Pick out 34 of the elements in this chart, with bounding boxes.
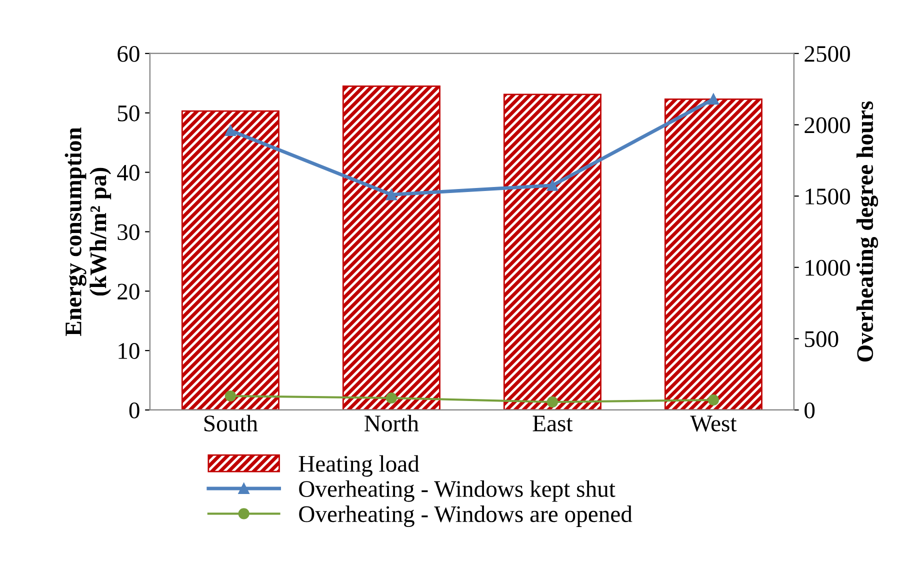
- point: [386, 392, 398, 404]
- y2-tick-label: 1500: [806, 188, 850, 204]
- bar: [342, 85, 440, 410]
- y-tick-label: 50: [118, 105, 140, 122]
- point: [546, 180, 558, 191]
- y-axis-title: Energy consumption (kWh/m² pa): [64, 127, 112, 336]
- bar: [181, 110, 280, 410]
- point: [546, 396, 558, 408]
- x-tick-label: East: [532, 416, 573, 432]
- y-tick-label: 20: [118, 284, 140, 300]
- legend-label: Overheating - Windows are opened: [299, 506, 632, 528]
- x-tick-label: North: [364, 414, 419, 432]
- x-tick-label: West: [690, 416, 737, 432]
- y-tick-label: 0: [129, 402, 140, 418]
- point: [224, 390, 236, 402]
- x-tick-label: South: [204, 414, 258, 432]
- y-tick-label: 40: [117, 164, 140, 181]
- legend-label: Heating load: [298, 455, 420, 477]
- point: [224, 124, 236, 136]
- legend-label: Overheating - Windows kept shut: [299, 480, 616, 502]
- point: [386, 189, 398, 200]
- bar: [503, 94, 602, 410]
- y-tick-label: 30: [118, 224, 140, 240]
- y2-tick-label: 2000: [804, 117, 850, 134]
- point: [708, 394, 720, 406]
- y2-tick-label: 1000: [806, 260, 850, 276]
- point: [708, 94, 720, 105]
- y2-axis-title: Overheating degree hours: [856, 101, 878, 362]
- y2-tick-label: 0: [804, 402, 815, 418]
- y2-tick-label: 500: [805, 331, 838, 348]
- y-tick-label: 10: [118, 343, 140, 359]
- y-tick-label: 60: [118, 46, 140, 62]
- bar: [664, 98, 762, 410]
- y2-tick-label: 2500: [804, 46, 850, 62]
